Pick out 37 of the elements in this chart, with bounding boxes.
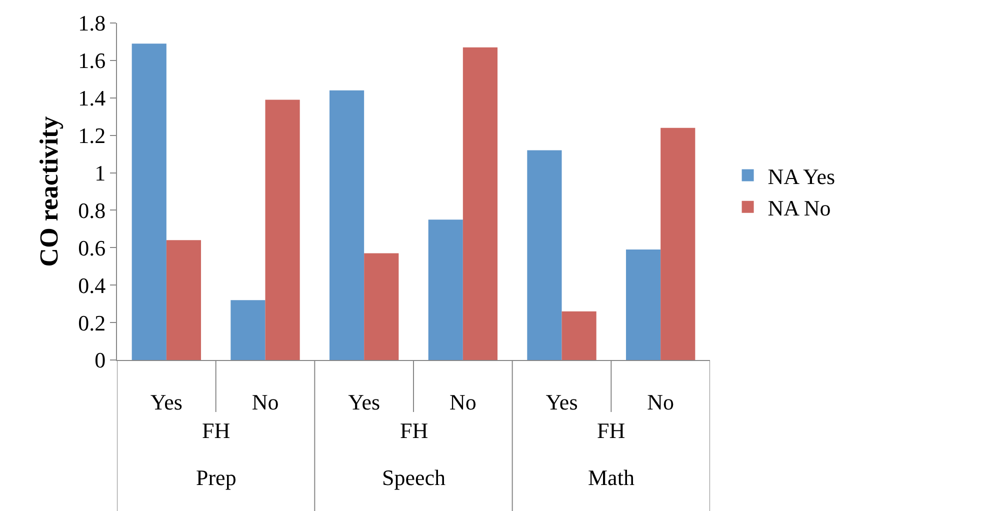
text: Prep: [196, 465, 236, 490]
legend-label: NA No: [768, 195, 831, 220]
y-tick-label: 0: [94, 348, 106, 373]
bar: [527, 150, 562, 360]
bar: [230, 300, 266, 360]
bar: [462, 47, 498, 360]
x-tick-label: No: [252, 389, 279, 414]
y-tick-label: 0.4: [78, 272, 106, 298]
x-tick-label: Yes: [546, 389, 578, 414]
y-tick-label: 1.8: [78, 10, 106, 36]
x-tick-label: Yes: [150, 389, 182, 414]
bar: [265, 100, 300, 360]
bar: [428, 220, 463, 360]
y-tick-label: 1.6: [78, 48, 106, 74]
text: FH: [597, 418, 626, 443]
text: FH: [400, 418, 428, 443]
x-tick-label: Yes: [348, 389, 380, 414]
y-tick-label: 0.2: [78, 310, 106, 336]
x-tick-label: No: [647, 389, 674, 414]
y-tick-label: 0.6: [78, 235, 106, 260]
x-tick-label: No: [449, 389, 476, 414]
y-axis-title: CO reactivity: [34, 116, 64, 267]
y-tick-label: 0.8: [78, 198, 106, 223]
bar: [626, 250, 661, 360]
y-tick-label: 1.4: [78, 86, 106, 111]
y-tick-label: 1.2: [78, 123, 106, 148]
bar: [132, 44, 166, 360]
text: Math: [588, 465, 634, 490]
bar: [562, 311, 596, 360]
y-tick-label: 1: [94, 160, 106, 186]
legend-label: NA Yes: [768, 164, 836, 189]
bar: [166, 240, 202, 360]
text: FH: [202, 418, 230, 443]
bar: [329, 90, 364, 360]
bar: [660, 128, 696, 360]
bar: [364, 253, 399, 360]
text: Speech: [382, 465, 446, 490]
